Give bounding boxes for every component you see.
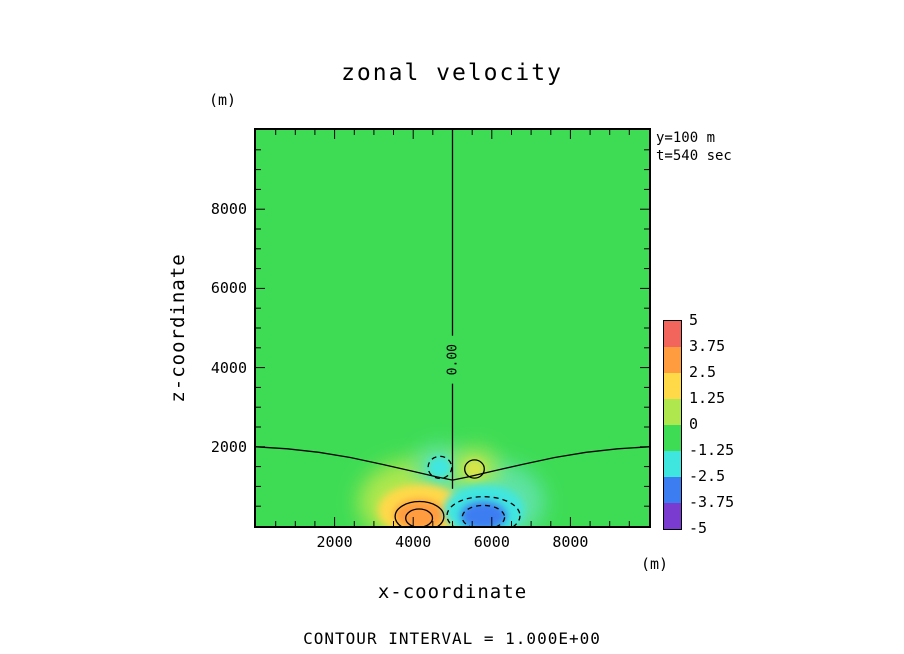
y-axis-unit-label: (m) [209, 91, 237, 109]
annotation-time: t=540 sec [656, 148, 732, 164]
colorbar-cell [664, 425, 681, 451]
colorbar-cell [664, 503, 681, 529]
colorbar [663, 320, 682, 530]
colorbar-cell [664, 477, 681, 503]
positive-contour-outer [394, 500, 445, 526]
upper-positive-contour [464, 459, 485, 479]
negative-contour-outer [446, 496, 521, 526]
colorbar-tick-label: 1.25 [689, 389, 726, 407]
colorbar-tick-label: 5 [689, 311, 699, 329]
y-axis-title: z-coordinate [167, 253, 189, 403]
x-axis-title: x-coordinate [377, 581, 528, 603]
x-tick-label: 2000 [316, 533, 353, 551]
x-tick-label: 4000 [395, 533, 432, 551]
negative-contour-inner [461, 504, 506, 526]
annotation-y-slice: y=100 m [656, 130, 716, 146]
y-tick-label: 8000 [210, 200, 247, 219]
positive-contour-inner [405, 508, 434, 526]
x-tick-label: 6000 [473, 533, 510, 551]
colorbar-tick-label: -5 [689, 519, 708, 537]
colorbar-tick-label: 3.75 [689, 337, 726, 355]
colorbar-cell [664, 373, 681, 399]
plot-title: zonal velocity [341, 60, 563, 86]
contour-label-gap [445, 335, 460, 384]
upper-negative-contour [427, 455, 453, 480]
colorbar-cell [664, 347, 681, 373]
colorbar-tick-label: -1.25 [689, 441, 735, 459]
x-tick-label: 8000 [552, 533, 589, 551]
slice-annotations: y=100 m t=540 sec [656, 129, 732, 165]
y-tick-label: 2000 [210, 437, 247, 456]
colorbar-tick-label: -2.5 [689, 467, 726, 485]
upper-negative-cell [428, 456, 452, 479]
colorbar-tick-label: 0 [689, 415, 699, 433]
contour-interval-caption: CONTOUR INTERVAL = 1.000E+00 [303, 629, 601, 648]
plot-area: 0.00 [254, 128, 651, 528]
colorbar-tick-label: -3.75 [689, 493, 735, 511]
x-axis-unit-label: (m) [641, 555, 669, 573]
y-tick-label: 6000 [210, 279, 247, 298]
colorbar-tick-label: 2.5 [689, 363, 717, 381]
colorbar-cell [664, 399, 681, 425]
colorbar-cell [664, 451, 681, 477]
colorbar-cell [664, 321, 681, 347]
zero-contour-label: 0.00 [446, 344, 461, 375]
upper-positive-cell [464, 459, 485, 479]
contour-field-svg: 0.00 [256, 130, 649, 526]
y-tick-label: 4000 [210, 358, 247, 377]
